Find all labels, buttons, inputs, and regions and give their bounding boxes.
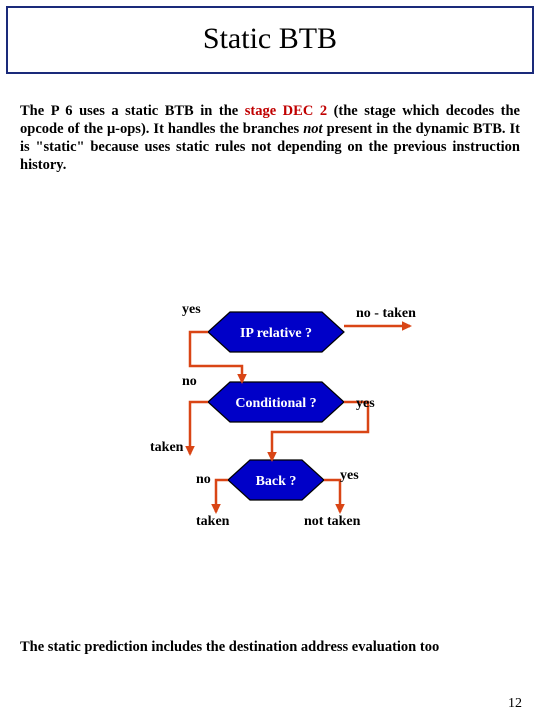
flow-node bbox=[208, 312, 344, 352]
flow-node-label: IP relative ? bbox=[240, 326, 312, 341]
title-box: Static BTB bbox=[6, 6, 534, 74]
flow-arrow bbox=[190, 332, 242, 382]
flow-node bbox=[208, 382, 344, 422]
arrowhead-icon bbox=[185, 446, 195, 456]
flow-node-label: Back ? bbox=[256, 474, 297, 489]
flow-label: yes bbox=[340, 468, 359, 484]
arrowhead-icon bbox=[237, 374, 247, 384]
arrowhead-icon bbox=[267, 452, 277, 462]
flow-node-label: Conditional ? bbox=[235, 396, 316, 411]
intro-paragraph: The P 6 uses a static BTB in the stage D… bbox=[20, 102, 520, 175]
page-title: Static BTB bbox=[203, 22, 337, 55]
flow-label: yes bbox=[356, 396, 375, 412]
flow-arrow bbox=[272, 402, 368, 460]
arrowhead-icon bbox=[335, 504, 345, 514]
flow-label: taken bbox=[196, 514, 229, 530]
flow-label: yes bbox=[182, 302, 201, 318]
arrowhead-icon bbox=[402, 321, 412, 331]
flow-label: no bbox=[196, 472, 211, 488]
flow-arrow bbox=[216, 480, 228, 512]
flow-label: not taken bbox=[304, 514, 360, 530]
para-pre: The P 6 uses a static BTB in the bbox=[20, 103, 245, 119]
para-not: not bbox=[303, 121, 322, 137]
flow-arrow bbox=[324, 480, 340, 512]
page-number: 12 bbox=[508, 696, 522, 712]
flow-label: no bbox=[182, 374, 197, 390]
flow-arrow bbox=[190, 402, 208, 454]
footer-note: The static prediction includes the desti… bbox=[20, 639, 520, 656]
para-stage: stage DEC 2 bbox=[245, 103, 327, 119]
flow-node bbox=[228, 460, 324, 500]
flow-label: no - taken bbox=[356, 306, 416, 322]
flow-label: taken bbox=[150, 440, 183, 456]
arrowhead-icon bbox=[211, 504, 221, 514]
